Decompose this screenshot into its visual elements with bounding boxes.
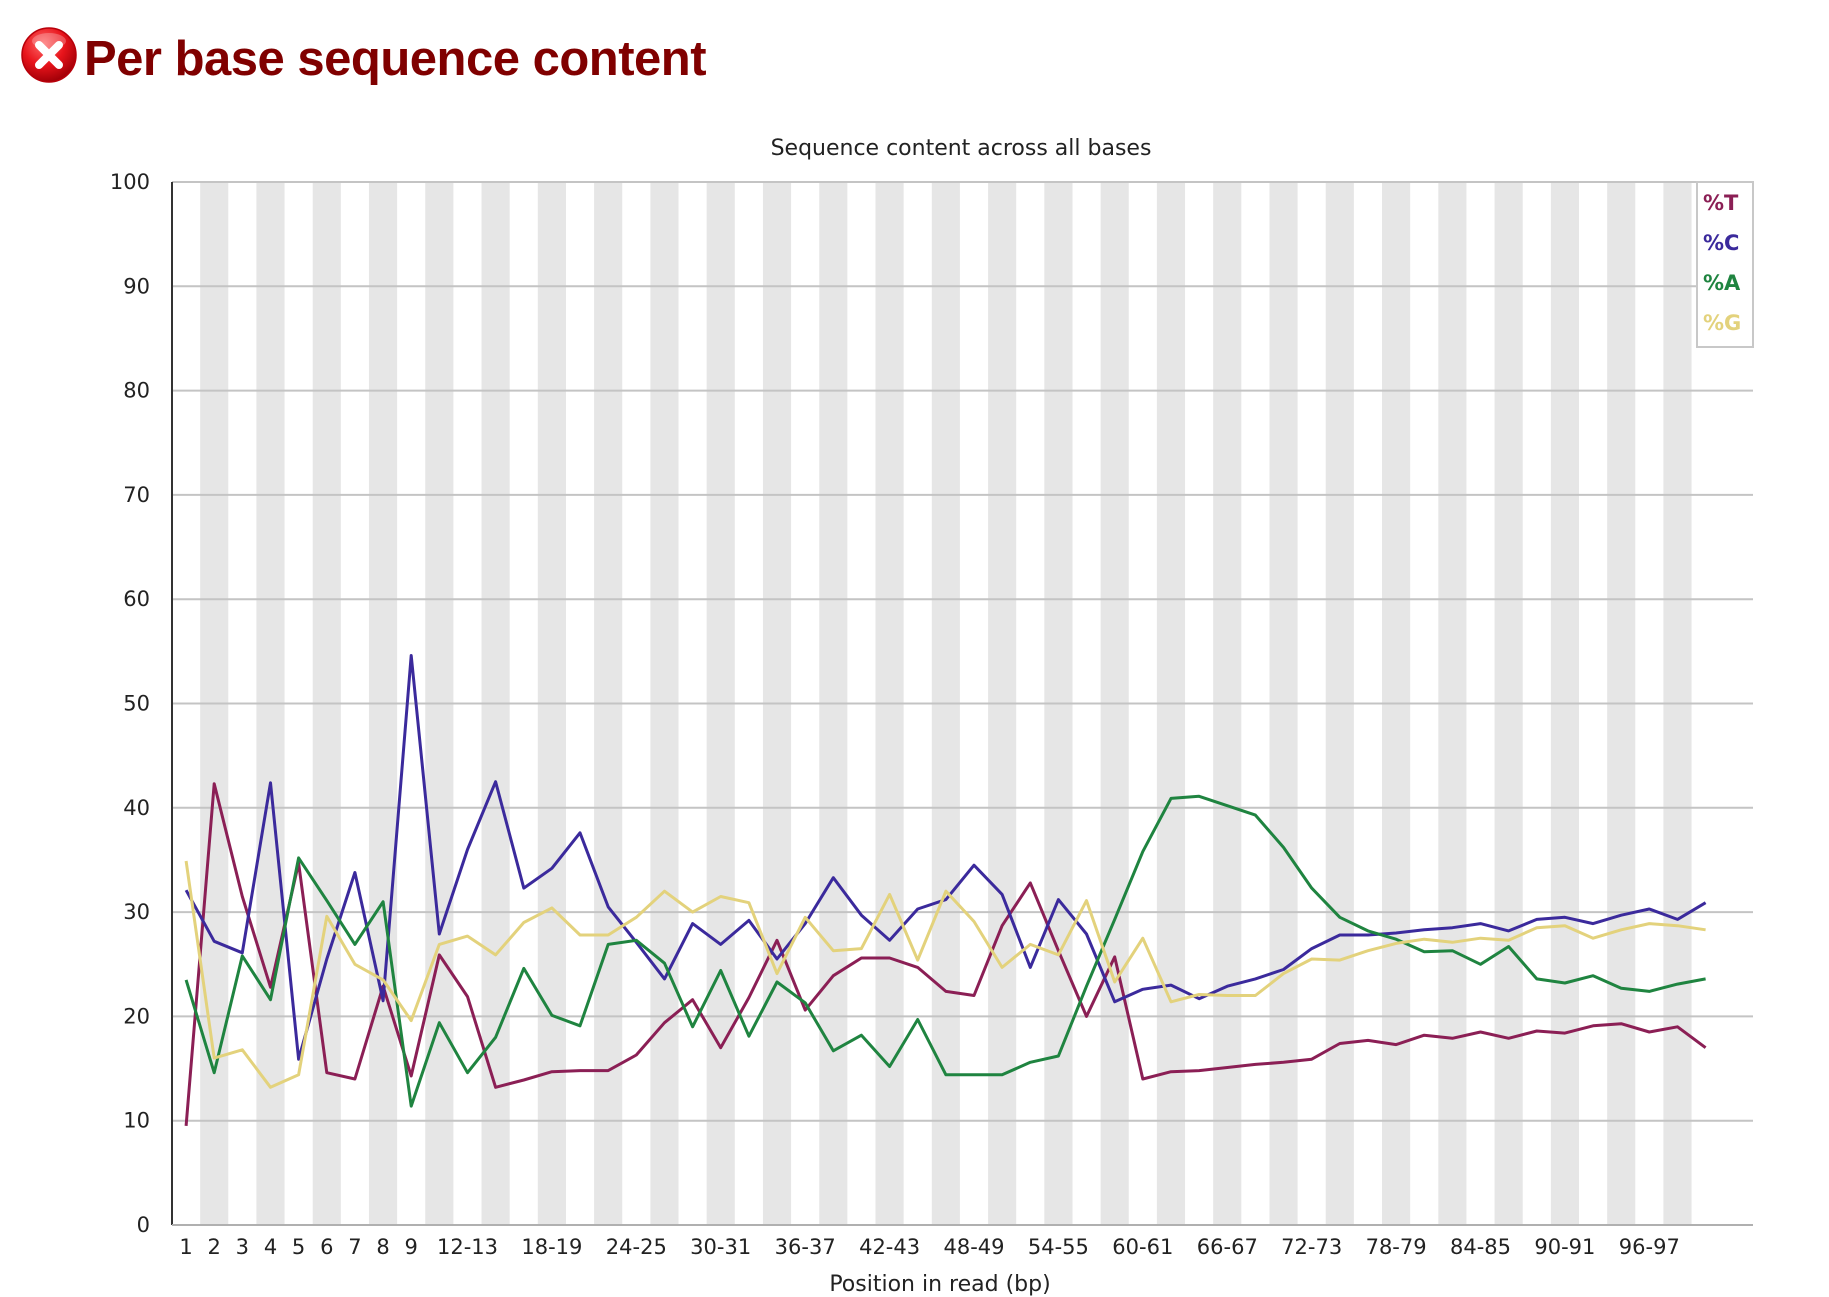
legend: %T %C %A %G [1696,181,1754,348]
y-tick-label: 70 [123,483,150,507]
x-tick-label: 6 [320,1235,333,1259]
series-line-c [184,654,1707,1061]
series-lines [184,654,1707,1127]
y-tick-label: 90 [123,274,150,298]
x-tick-label: 1 [179,1235,192,1259]
x-tick-label: 24-25 [606,1235,667,1259]
y-tick-label: 30 [123,900,150,924]
x-tick-label: 18-19 [521,1235,582,1259]
x-tick-label: 4 [264,1235,277,1259]
legend-item-c: %C [1703,231,1739,255]
x-tick-labels: 1 2 3 4 5 6 7 8 9 12-13 18-19 24-25 30-31 36-37 42-43 4… [179,1235,1679,1259]
x-axis-label: Position in read (bp) [829,1272,1051,1297]
page-title: Per base sequence content [84,32,707,86]
x-tick-label: 7 [348,1235,361,1259]
legend-item-g: %G [1703,311,1741,335]
x-tick-label: 60-61 [1112,1235,1173,1259]
x-tick-label: 8 [376,1235,389,1259]
x-tick-label: 78-79 [1366,1235,1427,1259]
x-tick-label: 30-31 [690,1235,751,1259]
fail-icon [21,27,77,83]
y-tick-label: 60 [123,587,150,611]
series-line-a [184,794,1706,1108]
y-tick-label: 80 [123,379,150,403]
legend-item-a: %A [1703,271,1741,295]
chart-title: Sequence content across all bases [770,136,1152,161]
y-tick-label: 40 [123,796,150,820]
x-tick-label: 5 [292,1235,305,1259]
x-tick-label: 12-13 [437,1235,498,1259]
x-tick-label: 9 [405,1235,418,1259]
legend-item-t: %T [1703,191,1739,215]
y-tick-label: 50 [123,692,150,716]
y-tick-labels: 0 10 20 30 40 50 60 70 80 90 100 [110,170,150,1237]
x-tick-label: 54-55 [1028,1235,1089,1259]
x-tick-label: 72-73 [1281,1235,1342,1259]
y-tick-label: 100 [110,170,150,194]
x-tick-label: 3 [236,1235,249,1259]
legend-box [1696,181,1754,348]
x-tick-label: 96-97 [1619,1235,1680,1259]
y-tick-label: 0 [137,1213,150,1237]
series-line-t [184,782,1707,1127]
x-tick-label: 48-49 [943,1235,1004,1259]
x-tick-label: 84-85 [1450,1235,1511,1259]
y-tick-label: 10 [123,1109,150,1133]
x-tick-label: 2 [208,1235,221,1259]
x-tick-label: 36-37 [775,1235,836,1259]
series-line-g [184,860,1706,1089]
x-tick-label: 90-91 [1534,1235,1595,1259]
x-tick-label: 66-67 [1197,1235,1258,1259]
y-tick-label: 20 [123,1004,150,1028]
gridlines [172,181,1753,1226]
x-tick-label: 42-43 [859,1235,920,1259]
